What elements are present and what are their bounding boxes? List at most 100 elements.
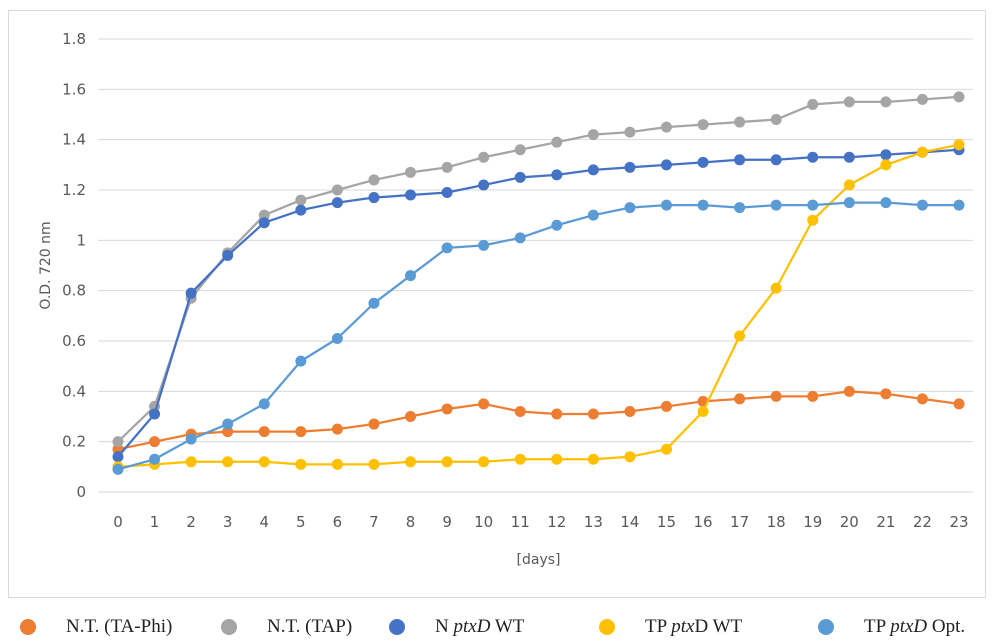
legend-label-part: TP <box>645 616 672 637</box>
data-point <box>953 139 965 151</box>
y-tick-label: 0.6 <box>62 332 86 350</box>
data-point <box>112 463 124 475</box>
data-point <box>185 287 197 299</box>
data-point <box>258 398 270 410</box>
data-point <box>807 390 819 402</box>
data-point <box>734 393 746 405</box>
legend-label-part: Opt. <box>927 616 966 637</box>
data-point <box>441 456 453 468</box>
data-point <box>405 166 417 178</box>
data-point <box>953 199 965 211</box>
data-point <box>331 458 343 470</box>
x-tick-label: 18 <box>767 513 786 531</box>
line-chart: 00.20.40.60.811.21.41.61.80 1 2 3 4 5 6 7 8 9 10 11… <box>38 30 973 568</box>
data-point <box>587 453 599 465</box>
data-point <box>258 209 270 221</box>
data-point <box>331 332 343 344</box>
legend-marker <box>389 619 405 635</box>
data-point <box>624 202 636 214</box>
data-point <box>405 456 417 468</box>
x-axis-title: [days] <box>517 552 561 568</box>
x-tick-label: 2 <box>186 513 196 531</box>
data-point <box>660 159 672 171</box>
data-point <box>843 385 855 397</box>
data-point <box>770 114 782 126</box>
legend-label-part: N <box>435 616 454 637</box>
data-point <box>880 159 892 171</box>
data-point <box>843 151 855 163</box>
data-point <box>880 388 892 400</box>
data-point <box>368 458 380 470</box>
x-tick-label: 14 <box>620 513 639 531</box>
data-point <box>258 426 270 438</box>
data-point <box>843 197 855 209</box>
data-point <box>514 171 526 183</box>
legend-marker <box>599 619 615 635</box>
data-point <box>734 202 746 214</box>
data-point <box>953 398 965 410</box>
data-point <box>916 199 928 211</box>
data-point <box>770 154 782 166</box>
data-point <box>368 297 380 309</box>
y-axis-title: O.D. 720 nm <box>38 221 54 309</box>
data-point <box>843 179 855 191</box>
data-point <box>587 164 599 176</box>
data-point <box>880 149 892 161</box>
legend-marker <box>221 619 237 635</box>
data-point <box>770 390 782 402</box>
x-tick-label: 15 <box>657 513 676 531</box>
y-tick-label: 1.4 <box>62 131 86 149</box>
data-point <box>551 219 563 231</box>
legend-item: N ptxD WT <box>389 612 524 642</box>
legend-item: TP ptxD WT <box>599 612 742 642</box>
legend-label: TP ptxD Opt. <box>864 616 965 638</box>
x-tick-label: 12 <box>547 513 566 531</box>
data-point <box>514 232 526 244</box>
data-point <box>112 436 124 448</box>
legend-label-part: N.T. (TA-Phi) <box>66 616 173 637</box>
y-tick-label: 1.8 <box>62 30 86 48</box>
legend-marker <box>20 619 36 635</box>
x-tick-label: 17 <box>730 513 749 531</box>
y-tick-label: 0.2 <box>62 433 86 451</box>
data-point <box>222 426 234 438</box>
data-point <box>295 204 307 216</box>
legend-item: N.T. (TAP) <box>221 612 352 642</box>
series-line <box>117 148 960 458</box>
data-point <box>551 408 563 420</box>
data-point <box>405 411 417 422</box>
data-point <box>807 151 819 163</box>
chart-area: 0 0.2 0.4 0.6 0.8 1 1.2 1.4 1.6 1.8 0 1 2 3 4 5 6 7 8 9 10 11… <box>8 10 986 598</box>
data-point <box>185 456 197 468</box>
y-tick-label: 0.8 <box>62 282 86 300</box>
data-point <box>770 282 782 294</box>
data-point <box>807 199 819 211</box>
legend-label-part: ptxD <box>890 616 928 637</box>
y-tick-label: 1.6 <box>62 80 86 98</box>
x-tick-label: 13 <box>584 513 603 531</box>
data-point <box>624 126 636 138</box>
x-tick-label: 8 <box>406 513 416 531</box>
data-point <box>734 116 746 128</box>
data-point <box>916 393 928 405</box>
series-line <box>117 201 959 471</box>
x-tick-label: 22 <box>913 513 932 531</box>
legend-item: N.T. (TA-Phi) <box>20 612 172 642</box>
data-point <box>295 355 307 367</box>
data-point <box>149 436 161 448</box>
data-point <box>368 192 380 204</box>
data-point <box>807 214 819 226</box>
data-point <box>149 408 161 420</box>
x-tick-label: 0 <box>113 513 123 531</box>
data-point <box>697 405 709 417</box>
x-tick-label: 3 <box>223 513 233 531</box>
data-point <box>331 197 343 209</box>
data-point <box>624 161 636 173</box>
legend-label-part: WT <box>490 616 525 637</box>
x-tick-label: 16 <box>693 513 712 531</box>
data-point <box>551 136 563 148</box>
data-point <box>770 199 782 211</box>
data-point <box>258 217 270 229</box>
data-point <box>734 330 746 342</box>
data-point <box>660 443 672 455</box>
